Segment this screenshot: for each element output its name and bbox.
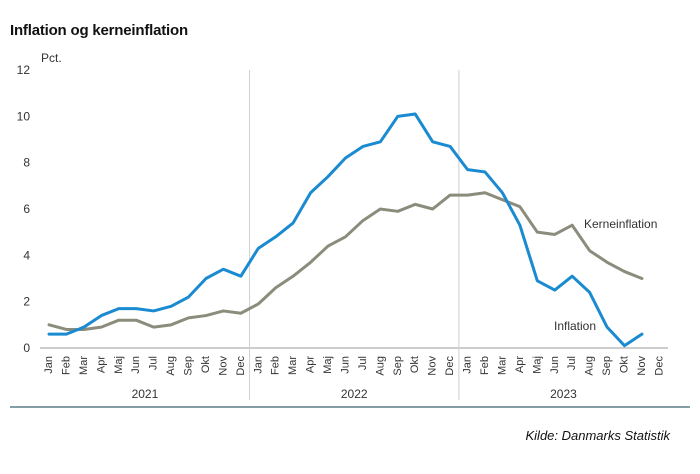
y-axis-label: Pct. [41,51,62,65]
x-tick-label: Dec [444,356,456,376]
x-tick-label: Okt [200,356,212,373]
x-tick-label: Sep [601,356,613,376]
x-tick-label: Jun [549,356,561,374]
y-axis-ticks: 0 2 4 6 8 10 12 [17,63,31,355]
x-tick-label: Aug [165,356,177,376]
x-tick-label: Jan [252,356,264,374]
x-axis-ticks: Jan Feb Mar Apr Maj Jun Jul Aug Sep Okt Nov Dec Jan F… [43,356,665,376]
x-tick-label: Feb [270,356,282,375]
x-tick-label: Maj [322,356,334,374]
x-tick-label: Maj [113,356,125,374]
x-tick-label: Feb [60,356,72,375]
x-tick-label: Jul [357,356,369,370]
x-tick-label: Mar [78,356,90,375]
x-tick-label: Sep [183,356,195,376]
x-tick-label: Apr [514,356,526,373]
source-note: Kilde: Danmarks Statistik [525,428,671,443]
year-label: 2023 [550,387,577,401]
x-tick-label: Maj [531,356,543,374]
year-label: 2022 [341,387,368,401]
series-label-inflation: Inflation [554,319,596,333]
y-tick-label: 10 [17,109,31,123]
x-tick-label: Mar [496,356,508,375]
x-tick-label: Aug [374,356,386,376]
x-tick-label: Sep [392,356,404,376]
x-tick-label: Mar [287,356,299,375]
y-tick-label: 2 [23,295,30,309]
x-tick-label: Okt [409,356,421,373]
chart-title: Inflation og kerneinflation [10,22,188,39]
x-tick-label: Nov [217,356,229,376]
series-lines [47,112,644,348]
series-labels: Inflation Kerneinflation [554,217,657,333]
x-tick-label: Jan [43,356,55,374]
x-tick-label: Dec [235,356,247,376]
series-line-inflation [47,112,644,348]
x-tick-label: Aug [584,356,596,376]
x-tick-label: Apr [95,356,107,373]
series-line-kerneinflation [47,191,644,331]
x-tick-label: Dec [653,356,665,376]
y-tick-label: 6 [23,202,30,216]
x-tick-label: Feb [479,356,491,375]
x-tick-label: Okt [619,356,631,373]
y-tick-label: 12 [17,63,31,77]
x-tick-label: Apr [305,356,317,373]
y-tick-label: 0 [23,341,30,355]
year-label: 2021 [132,387,159,401]
year-labels: 2021 2022 2023 [132,387,578,401]
series-label-kerneinflation: Kerneinflation [584,217,657,231]
x-tick-label: Jul [566,356,578,370]
x-tick-label: Jan [462,356,474,374]
y-tick-label: 8 [23,156,30,170]
x-tick-label: Jun [339,356,351,374]
x-tick-label: Nov [427,356,439,376]
y-tick-label: 4 [23,248,30,262]
x-tick-label: Nov [636,356,648,376]
year-separators [249,70,460,400]
x-tick-label: Jun [130,356,142,374]
x-tick-label: Jul [148,356,160,370]
